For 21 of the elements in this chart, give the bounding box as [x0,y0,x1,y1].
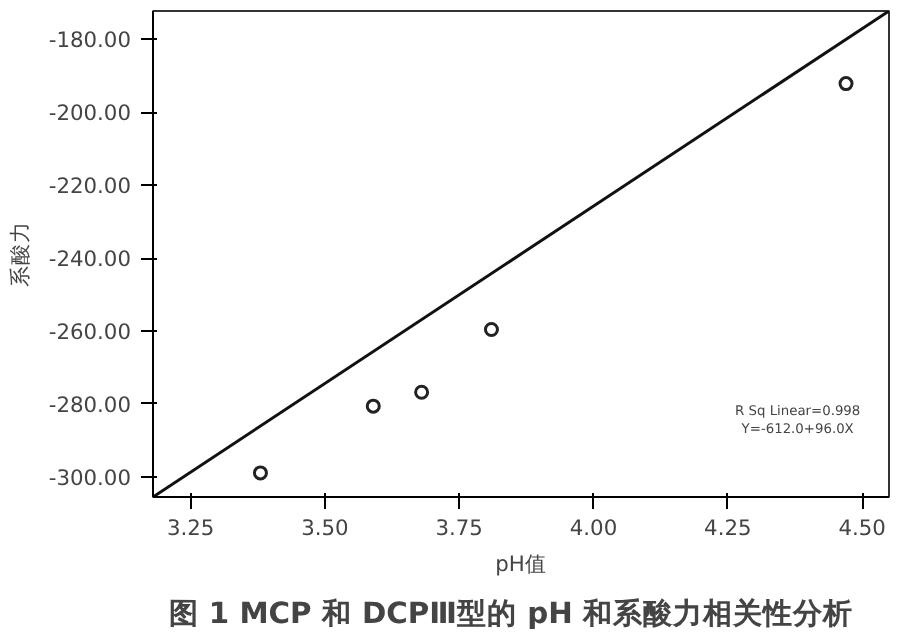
point [414,384,430,400]
y-tick-label: -260.00 [48,318,132,345]
y-tick-label: -220.00 [48,173,132,200]
x-tick-label: 4.25 [704,515,752,541]
text: 图 1 MCP 和 DCPⅢ型的 pH 和系酸力相关性分析 [168,597,853,631]
x-tick-label: 3.25 [166,515,215,541]
x-tick-label: 3.50 [301,515,350,541]
x-tick-label: 4.50 [838,515,887,541]
y-tick-label: -180.00 [48,27,132,54]
point [483,322,499,338]
y-tick-label: -240.00 [48,246,132,273]
x-axis-title: pH值 [495,551,547,577]
x-tick-label: 3.75 [435,515,483,541]
y-tick-label: -300.00 [48,464,132,491]
x-tick-label: 4.00 [569,515,618,541]
point [252,465,268,481]
y-axis-title: 系酸力 [6,221,33,287]
y-tick-label: -200.00 [48,100,132,127]
point [365,398,381,414]
point [838,76,854,92]
y-tick-label: -280.00 [48,391,132,418]
